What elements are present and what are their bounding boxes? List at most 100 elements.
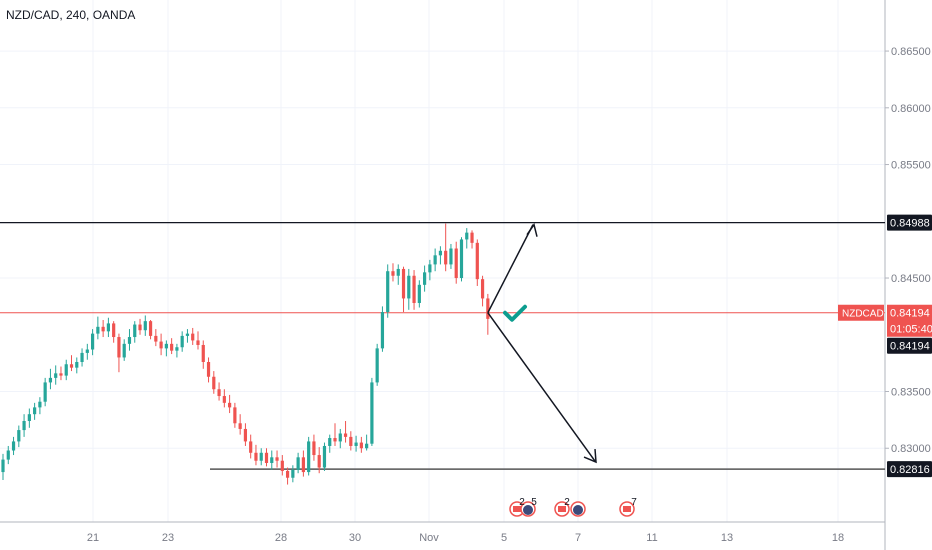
candle-body[interactable] (275, 457, 279, 461)
candle-body[interactable] (85, 349, 89, 353)
candle-body[interactable] (444, 250, 448, 265)
candle-body[interactable] (1, 459, 5, 473)
candle-body[interactable] (22, 421, 26, 431)
candle-body[interactable] (33, 407, 37, 415)
candle-body[interactable] (106, 323, 110, 332)
candle-body[interactable] (148, 321, 153, 336)
candle-body[interactable] (391, 271, 395, 276)
candle-body[interactable] (380, 312, 385, 349)
support-price-badge-text: 0.82816 (890, 464, 930, 476)
candle-body[interactable] (264, 452, 269, 463)
candle-body[interactable] (449, 248, 453, 265)
candle-body[interactable] (54, 373, 58, 378)
candle-body[interactable] (438, 250, 443, 256)
candle-body[interactable] (6, 450, 10, 460)
candle-body[interactable] (217, 389, 221, 397)
candle-body[interactable] (254, 452, 258, 461)
candle-body[interactable] (343, 433, 348, 437)
candle-body[interactable] (48, 377, 53, 383)
candle-body[interactable] (359, 442, 363, 449)
candle-body[interactable] (196, 340, 200, 345)
candle-body[interactable] (212, 376, 216, 390)
candle-body[interactable] (301, 457, 305, 473)
candle-body[interactable] (43, 382, 47, 402)
candle-body[interactable] (243, 428, 248, 442)
candle-body[interactable] (38, 401, 42, 408)
candle-body[interactable] (401, 268, 406, 299)
candle-body[interactable] (333, 438, 337, 442)
candle-body[interactable] (11, 441, 16, 451)
candle-body[interactable] (296, 457, 300, 470)
candle-body[interactable] (80, 352, 84, 362)
candle-body[interactable] (285, 470, 290, 478)
candle-body[interactable] (307, 441, 311, 473)
candle-body[interactable] (407, 275, 411, 299)
candle-body[interactable] (328, 438, 332, 446)
candle-body[interactable] (238, 423, 242, 429)
candle-body[interactable] (280, 460, 284, 471)
candle-body[interactable] (470, 232, 474, 243)
candle-body[interactable] (475, 242, 479, 280)
candle-body[interactable] (206, 361, 211, 377)
candle-body[interactable] (164, 343, 168, 349)
candle-body[interactable] (322, 445, 327, 468)
candle-body[interactable] (338, 433, 342, 442)
candle-body[interactable] (233, 407, 237, 424)
candle-body[interactable] (375, 348, 379, 383)
candle-body[interactable] (412, 275, 416, 303)
down-arrow-head (583, 449, 597, 464)
candle-body[interactable] (349, 436, 353, 446)
candle-body[interactable] (117, 337, 121, 358)
candle-body[interactable] (370, 382, 374, 444)
candle-body[interactable] (185, 333, 190, 336)
candle-body[interactable] (201, 344, 205, 362)
candle-body[interactable] (90, 333, 95, 350)
down-projection-arrow[interactable] (487, 312, 596, 462)
candle-body[interactable] (64, 364, 68, 376)
candle-body[interactable] (459, 239, 464, 279)
event-flag-icon-fill (558, 506, 566, 512)
candle-body[interactable] (423, 272, 427, 285)
candle-body[interactable] (191, 333, 195, 341)
candle-body[interactable] (17, 430, 21, 442)
candle-body[interactable] (417, 284, 421, 303)
candle-body[interactable] (270, 457, 274, 463)
candle-body[interactable] (96, 326, 100, 334)
candle-body[interactable] (170, 343, 174, 351)
candle-body[interactable] (312, 441, 316, 456)
candle-body[interactable] (465, 232, 469, 240)
candle-body[interactable] (101, 326, 105, 332)
candle-body[interactable] (249, 441, 253, 453)
candle-body[interactable] (354, 442, 358, 446)
candle-body[interactable] (127, 337, 132, 344)
candle-body[interactable] (222, 396, 226, 403)
candle-body[interactable] (259, 452, 263, 461)
candle-body[interactable] (154, 335, 158, 342)
candle-body[interactable] (480, 279, 485, 299)
candle-body[interactable] (454, 248, 458, 279)
x-tick-label: 18 (832, 532, 844, 544)
candle-body[interactable] (112, 323, 116, 338)
candle-body[interactable] (69, 364, 74, 368)
candle-body[interactable] (228, 402, 232, 408)
candle-body[interactable] (143, 321, 147, 331)
candle-body[interactable] (396, 268, 400, 276)
candle-body[interactable] (180, 335, 184, 348)
candle-body[interactable] (159, 341, 163, 349)
up-projection-arrow[interactable] (487, 224, 534, 314)
candle-body[interactable] (75, 361, 79, 368)
candle-body[interactable] (138, 324, 142, 331)
candle-body[interactable] (365, 443, 369, 449)
candle-body[interactable] (317, 455, 321, 468)
candle-body[interactable] (428, 264, 432, 273)
candle-body[interactable] (27, 414, 31, 422)
candle-body[interactable] (386, 271, 390, 313)
candle-body[interactable] (59, 373, 63, 376)
candle-body[interactable] (175, 347, 179, 351)
candle-body[interactable] (133, 324, 137, 338)
candle-body[interactable] (486, 298, 490, 319)
candle-body[interactable] (291, 469, 295, 478)
candle-body[interactable] (122, 343, 126, 358)
candle-body[interactable] (433, 255, 437, 265)
